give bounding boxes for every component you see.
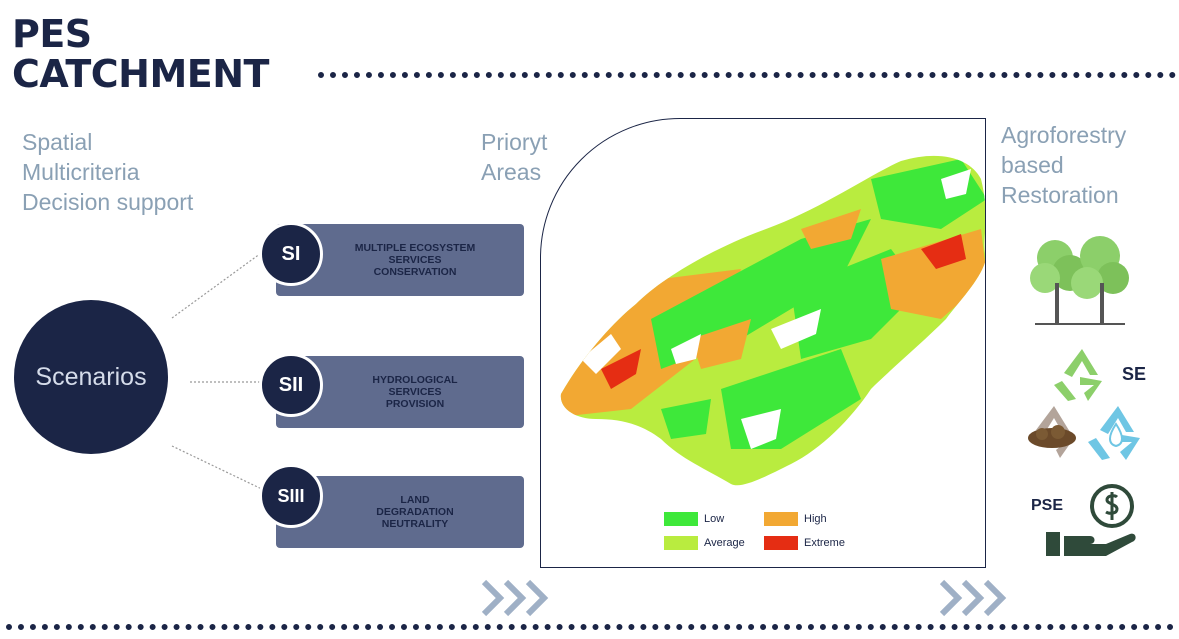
dollar-coin-icon bbox=[1090, 484, 1134, 528]
title-line-1: PES bbox=[12, 12, 92, 56]
hand-icon bbox=[1046, 532, 1136, 556]
page-title: PES CATCHMENT bbox=[12, 14, 269, 94]
scenario-siii-line-3: NEUTRALITY bbox=[381, 518, 449, 530]
left-label-line-1: Spatial bbox=[22, 129, 93, 155]
center-column-label: Prioryt Areas bbox=[481, 127, 547, 187]
pse-badge: PSE bbox=[1031, 497, 1064, 514]
scenario-si-line-1: MULTIPLE ECOSYSTEM bbox=[354, 242, 476, 254]
map-legend: Low High Average Extreme bbox=[664, 512, 864, 558]
soil-recycle-icon bbox=[1028, 406, 1076, 458]
left-label-line-3: Decision support bbox=[22, 189, 194, 215]
badge-si-text: SI bbox=[281, 242, 301, 265]
scenario-badge-sii: SII bbox=[259, 353, 323, 417]
scenario-siii-line-2: DEGRADATION bbox=[376, 506, 454, 518]
recycle-icon bbox=[1054, 349, 1102, 401]
legend-item-extreme: Extreme bbox=[764, 536, 845, 550]
priority-areas-map bbox=[560, 155, 985, 486]
legend-label-average: Average bbox=[704, 537, 745, 549]
legend-item-average: Average bbox=[664, 536, 745, 550]
legend-item-low: Low bbox=[664, 512, 724, 526]
legend-label-low: Low bbox=[704, 513, 725, 525]
title-line-2: CATCHMENT bbox=[12, 52, 269, 96]
legend-label-high: High bbox=[804, 513, 827, 525]
right-label-line-1: Agroforestry bbox=[1001, 122, 1127, 148]
scenarios-label: Scenarios bbox=[35, 362, 147, 391]
left-label-line-2: Multicriteria bbox=[22, 159, 140, 185]
scenario-sii-line-1: HYDROLOGICAL bbox=[372, 374, 458, 386]
legend-label-extreme: Extreme bbox=[804, 537, 845, 549]
badge-siii-text: SIII bbox=[277, 485, 305, 506]
legend-swatch-average bbox=[664, 536, 698, 550]
bottom-dotted-divider bbox=[6, 624, 1174, 630]
triple-chevron-icon bbox=[482, 579, 549, 617]
water-recycle-icon bbox=[1088, 406, 1140, 460]
scenario-si-line-2: SERVICES bbox=[388, 254, 442, 266]
left-column-label: Spatial Multicriteria Decision support bbox=[22, 127, 193, 217]
top-dotted-divider bbox=[318, 72, 1176, 78]
triple-chevron-icon bbox=[940, 579, 1007, 617]
scenario-badge-si: SI bbox=[259, 222, 323, 286]
legend-swatch-extreme bbox=[764, 536, 798, 550]
scenario-sii-line-2: SERVICES bbox=[388, 386, 442, 398]
scenario-sii-line-3: PROVISION bbox=[385, 398, 445, 410]
badge-sii-text: SII bbox=[278, 373, 304, 396]
center-label-line-1: Prioryt bbox=[481, 129, 548, 155]
scenarios-circle: Scenarios bbox=[14, 300, 168, 454]
right-column-label: Agroforestry based Restoration bbox=[1001, 120, 1126, 210]
legend-item-high: High bbox=[764, 512, 827, 526]
center-label-line-2: Areas bbox=[481, 159, 542, 185]
legend-swatch-low bbox=[664, 512, 698, 526]
right-label-line-3: Restoration bbox=[1001, 182, 1119, 208]
priority-map-frame bbox=[540, 118, 986, 568]
right-label-line-2: based bbox=[1001, 152, 1064, 178]
scenario-badge-siii: SIII bbox=[259, 464, 323, 528]
legend-swatch-high bbox=[764, 512, 798, 526]
se-badge: SE bbox=[1122, 364, 1147, 384]
trees-icon bbox=[1030, 236, 1129, 325]
scenario-siii-line-1: LAND bbox=[400, 494, 430, 506]
scenario-si-line-3: CONSERVATION bbox=[373, 266, 457, 278]
